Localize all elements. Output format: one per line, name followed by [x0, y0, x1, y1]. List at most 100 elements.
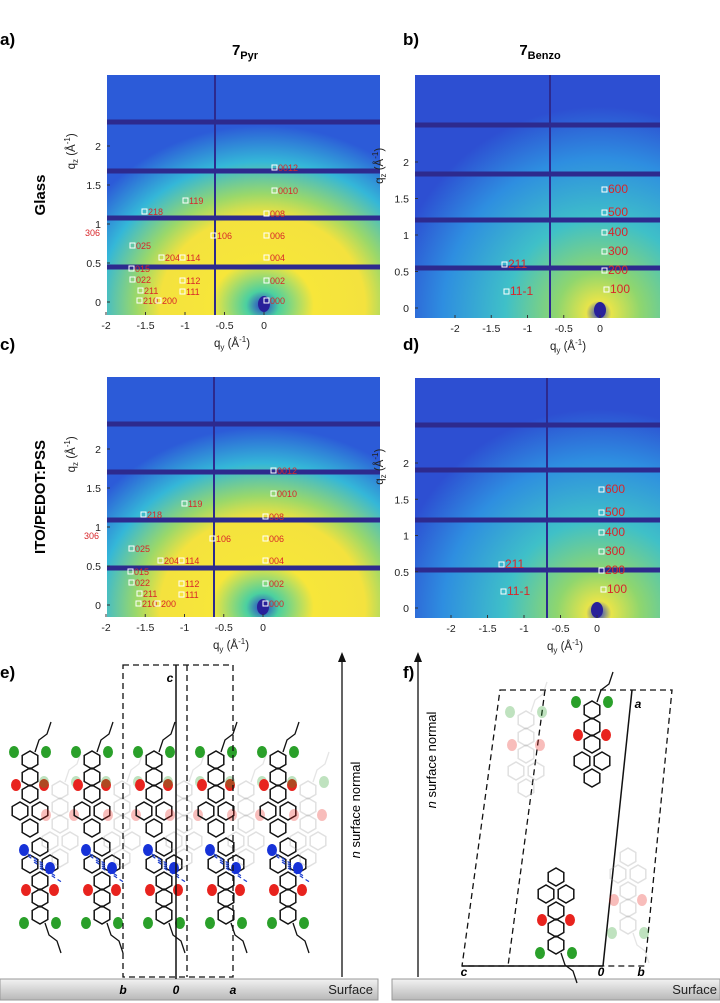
ring [207, 784, 225, 804]
atom [195, 746, 205, 758]
alkyl-chain [282, 721, 300, 753]
detector-gap [415, 217, 660, 223]
ring [217, 837, 235, 857]
ring [93, 888, 111, 908]
atom [259, 779, 269, 791]
atom [293, 862, 303, 874]
peak-label: 211 [144, 286, 158, 296]
alkyl-chain [596, 671, 614, 703]
atom [607, 927, 617, 939]
panel-label: a) [0, 30, 15, 49]
peak-label: 119 [189, 196, 203, 206]
y-tick-label: 0.5 [394, 567, 409, 579]
peak-label: 008 [270, 209, 285, 219]
normal-label: n surface normal [424, 711, 439, 808]
alkyl-chain [560, 952, 578, 984]
text-part: (Å [65, 447, 78, 462]
atom [143, 917, 153, 929]
peak-label: 11-1 [507, 584, 530, 598]
text-part: (Å [65, 144, 78, 159]
ring [547, 867, 565, 887]
arrow-head [338, 652, 346, 662]
contact [207, 849, 232, 866]
peak-marker [157, 557, 164, 564]
ring [517, 778, 535, 798]
atom [163, 779, 173, 791]
contact [95, 861, 120, 878]
ring [175, 814, 193, 834]
peak-label: 008 [269, 512, 284, 522]
peak-marker [598, 486, 605, 493]
contact [157, 861, 182, 878]
ring [573, 751, 591, 771]
detector-gap [415, 171, 660, 177]
peak-marker [263, 210, 270, 217]
peak-label: 600 [608, 182, 628, 196]
atom [267, 844, 277, 856]
x-tick-label: -1 [523, 323, 532, 335]
x-tick-label: -1.5 [478, 623, 496, 635]
beamstop [594, 302, 606, 318]
peak-marker [270, 490, 277, 497]
peak-marker [500, 588, 507, 595]
ring [61, 831, 79, 851]
contact [83, 849, 108, 866]
text-part: z [71, 159, 80, 163]
x-tick-label: -1 [180, 320, 189, 332]
atom [571, 696, 581, 708]
text-part: (Å [560, 340, 575, 353]
contact [145, 849, 170, 866]
ring [155, 888, 173, 908]
ring [217, 871, 235, 891]
text-part: surface normal [348, 761, 363, 851]
atom [297, 884, 307, 896]
x-tick-label: -2 [446, 623, 455, 635]
ring [217, 905, 235, 925]
row-label: Glass [32, 175, 49, 216]
atom [637, 894, 647, 906]
surface-label: Surface [328, 982, 373, 997]
ring [113, 814, 131, 834]
atom [317, 809, 327, 821]
ring [547, 901, 565, 921]
peak-label: 106 [216, 534, 231, 544]
ring [175, 797, 193, 817]
peak-label: 100 [610, 282, 630, 296]
peak-marker [501, 261, 508, 268]
ring [41, 831, 59, 851]
ring [135, 801, 153, 821]
text-part: q [374, 478, 386, 484]
y-tick-label: 2 [95, 444, 101, 456]
x-tick-label: -0.5 [215, 622, 233, 634]
alkyl-chain [250, 751, 268, 783]
detector-gap [213, 377, 215, 617]
peak-label: 0012 [277, 466, 297, 476]
x-tick-label: 0 [261, 320, 267, 332]
ring [619, 847, 637, 867]
y-tick-label: 0.5 [394, 267, 409, 279]
peak-label: 004 [269, 556, 284, 566]
alkyl-chain [106, 922, 124, 954]
ring [31, 888, 49, 908]
text-part: q [214, 338, 220, 350]
row-label: ITO/PEDOT:PSS [32, 440, 49, 554]
x-tick-label: -0.5 [555, 323, 573, 335]
peak-label: 022 [135, 578, 150, 588]
atom [113, 917, 123, 929]
x-axis-label: qy (Å-1) [550, 338, 586, 355]
detector-gap [415, 567, 660, 573]
ring [299, 797, 317, 817]
text-part: -1 [575, 338, 583, 347]
text-part: q [547, 641, 553, 653]
peak-marker [271, 164, 278, 171]
atom [51, 917, 61, 929]
ring [309, 831, 327, 851]
x-tick-label: -2 [450, 323, 459, 335]
text-part: ) [245, 640, 249, 652]
peak-marker [178, 591, 185, 598]
detector-gap [107, 215, 380, 221]
peak-marker [262, 557, 269, 564]
atom [289, 746, 299, 758]
detector-gap [107, 421, 380, 427]
text-part: ) [246, 338, 250, 350]
